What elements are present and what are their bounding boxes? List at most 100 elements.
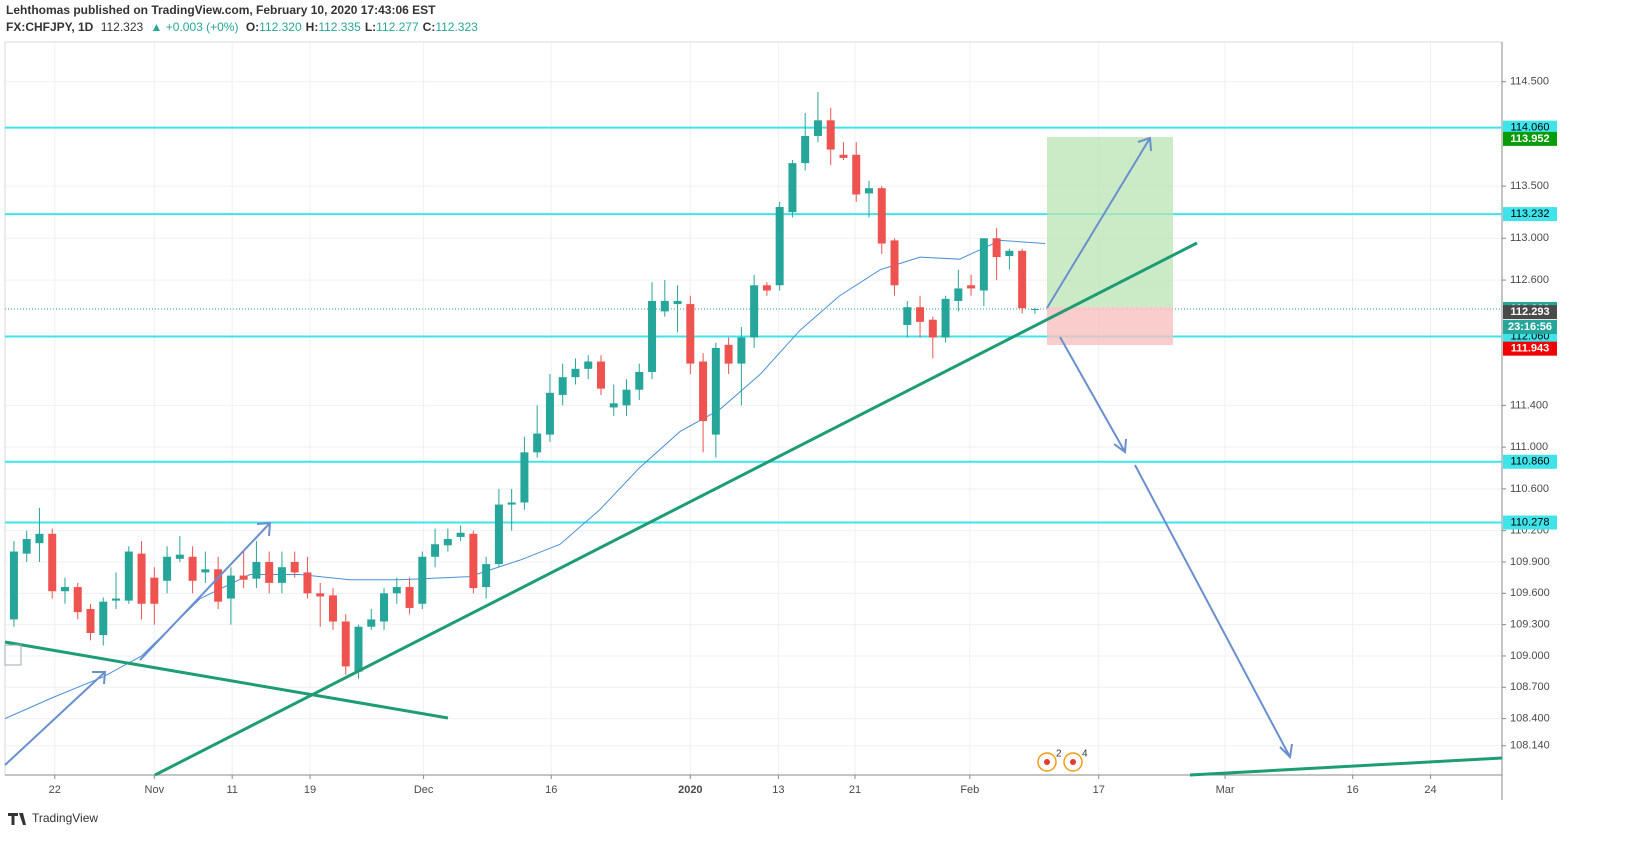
candles [9,92,1039,679]
price-badge-label: 112.293 [1510,306,1549,318]
level-badge-label: 110.278 [1511,516,1550,528]
price-badge [1503,341,1557,356]
ohlc-value: 112.335 [318,20,361,34]
candle-body [60,587,69,592]
candle-body [1018,250,1027,309]
level-badge [1503,120,1557,135]
footer: TradingView [32,811,98,825]
x-tick-label: Feb [960,784,979,796]
candle-body [533,433,542,453]
level-badge-label: 110.860 [1511,456,1550,468]
candle-body [928,319,937,338]
candle-body [9,551,18,620]
candle-body [813,120,822,136]
ohlc-value: 112.320 [259,20,302,34]
symbol: FX:CHFJPY, 1D [6,20,94,34]
candle-body [163,556,172,581]
candle-body [226,575,235,599]
candle-body [954,288,963,301]
candle-body [418,556,427,604]
candle-body [864,188,873,194]
candle-body [571,368,580,378]
candle-body [469,533,478,589]
level-badge [1503,207,1557,222]
price-badge-label: 111.943 [1511,343,1550,355]
target-zone [1047,137,1173,307]
level-badge-label: 114.060 [1511,122,1550,134]
x-tick-label: 11 [226,784,237,796]
y-tick-label: 113.500 [1510,180,1549,192]
y-tick-label: 111.400 [1510,399,1548,411]
candle-body [545,392,554,435]
candle-body [941,298,950,338]
price-badge [1503,305,1557,320]
event-count: 2 [1056,749,1062,760]
y-tick-label: 108.400 [1510,713,1550,725]
candle-body [967,285,976,289]
candle-body [762,285,771,291]
ohlc-label: L: [365,20,376,34]
candle-body [724,344,733,364]
candle-body [112,598,121,601]
candle-body [290,561,299,573]
y-tick-label: 109.900 [1510,556,1550,568]
x-tick-label: 17 [1093,784,1105,796]
ohlc-label: O: [246,20,259,34]
candle-body [648,300,657,372]
candle-body [73,587,82,613]
x-tick-label: 19 [304,784,316,796]
arrows [4,136,1293,766]
arrow [139,521,272,661]
candle-body [99,601,108,636]
marker [4,644,22,666]
x-tick-label: 22 [49,784,61,796]
candle-body [596,361,605,389]
y-tick-label: 112.600 [1510,274,1549,286]
candle-body [979,238,988,291]
candle-body [558,377,567,395]
badges: 114.060113.232112.060110.860110.278113.9… [1503,120,1557,530]
price-badge-label: 113.952 [1510,133,1549,145]
y-tick-label: 111.000 [1510,441,1548,453]
candle-body [750,285,759,338]
candle-body [482,564,491,588]
candle-body [1030,308,1039,310]
logo [8,813,26,825]
symbol-line: FX:CHFJPY, 1D 112.323 ▲ +0.003 (+0%) O:1… [6,20,478,34]
x-tick-label: 16 [545,784,557,796]
arrow [1059,336,1127,454]
ohlc-value: 112.277 [376,20,419,34]
y-tick-label: 109.600 [1510,587,1550,599]
candle-body [35,533,44,544]
ohlc-label: C: [423,20,436,34]
candle-body [584,361,593,369]
candle-body [801,135,810,164]
candle-body [86,608,95,633]
change: ▲ +0.003 (+0%) [151,20,239,34]
event-count: 4 [1082,749,1088,760]
x-tick-label: 13 [772,784,784,796]
arrow [1046,136,1152,309]
candle-body [316,593,325,597]
trend-line [4,640,449,720]
candle-body [277,567,286,583]
price-badge [1503,131,1557,146]
candle-body [622,389,631,406]
candle-body [520,452,529,503]
x-tick-label: 24 [1424,784,1436,796]
candle-body [788,163,797,213]
candle-body [443,539,452,546]
arrow [4,671,107,766]
candle-body [367,619,376,627]
candle-body [214,569,223,602]
publisher-text: Lehthomas published on TradingView.com, … [6,3,436,17]
candle-body [877,188,886,244]
event-dot [1044,759,1050,765]
ohlc-label: H: [306,20,319,34]
y-tick-label: 109.300 [1510,619,1550,631]
candle-body [737,337,746,364]
candle-body [1005,250,1014,257]
